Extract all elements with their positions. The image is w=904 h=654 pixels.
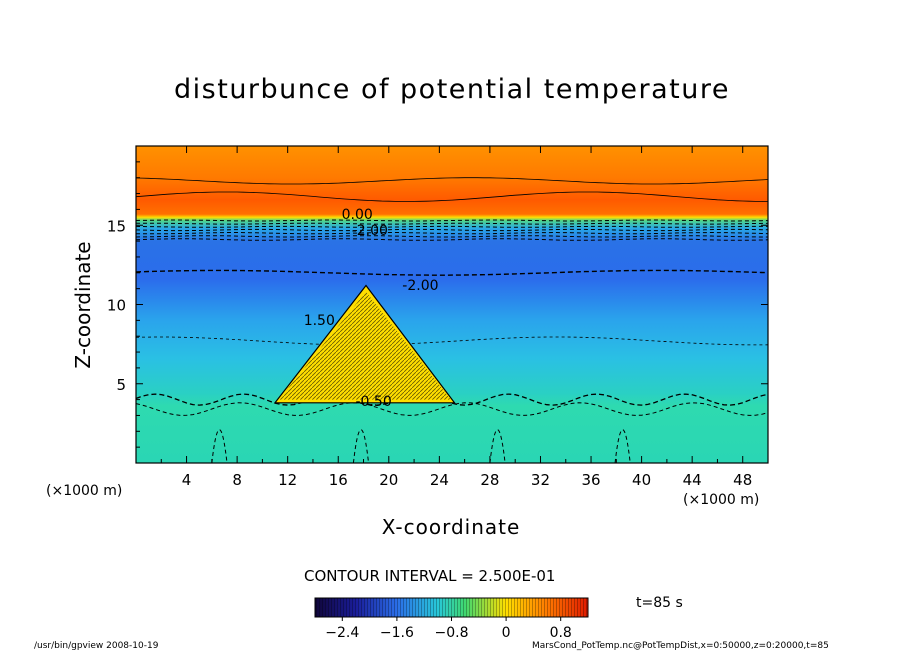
contour-negative [136,219,768,222]
contour-lines [136,177,768,463]
anomaly-hatching [278,291,451,400]
time-label: t=85 s [636,595,683,611]
contour-negative [136,225,768,228]
x-tick-label: 28 [480,471,499,489]
colorbar-tick-labels: −2.4 −1.6 −0.8 0 0.8 [325,617,572,641]
contour-positive [136,191,768,202]
x-tick-label: 20 [379,471,398,489]
y-axis-ticks: 5 10 15 [107,161,768,448]
x-tick-label: 40 [632,471,651,489]
x-tick-label: 32 [531,471,550,489]
colorbar-tick-label: 0.8 [550,625,572,641]
colorbar-tick-label: 0 [502,625,511,641]
x-axis-ticks: 4 8 12 16 20 24 28 32 36 40 44 48 [160,146,752,489]
x-axis-label: X-coordinate [0,515,904,539]
plot-area: 0.00-2.00-2.00-0.501.50 [136,146,768,463]
y-tick-label: 5 [116,376,126,394]
colorbar-tick-label: −1.6 [380,625,414,641]
contour-negative [136,393,768,406]
contour-negative [489,429,506,463]
contour-negative [136,238,768,241]
footer-source: MarsCond_PotTemp.nc@PotTempDist,x=0:5000… [532,641,829,651]
colorbar: −2.4 −1.6 −0.8 0 0.8 [314,597,589,641]
colorbar-shading [315,598,588,617]
contour-label: -2.00 [402,278,438,294]
contour-negative [614,429,631,463]
contour-negative [136,269,768,276]
contour-negative [136,228,768,232]
x-tick-label: 16 [329,471,348,489]
contour-label: -0.50 [356,394,392,410]
contour-negative [136,231,768,235]
contour-label: 0.00 [342,207,373,223]
contour-label: 1.50 [304,313,335,329]
contour-negative [211,429,228,463]
chart-title: disturbunce of potential temperature [174,74,730,105]
contour-negative [136,235,768,238]
y-axis-label: Z-coordinate [71,241,95,369]
contour-labels: 0.00-2.00-2.00-0.501.50 [304,207,439,410]
contour-negative [136,402,768,416]
x-tick-label: 12 [278,471,297,489]
footer-command: /usr/bin/gpview 2008-10-19 [34,641,159,651]
colorbar-tick-label: −2.4 [325,625,359,641]
x-tick-label: 48 [733,471,752,489]
x-tick-label: 36 [581,471,600,489]
x-unit-label-left: (×1000 m) [46,483,123,499]
y-tick-label: 10 [107,297,126,315]
x-tick-label: 44 [683,471,702,489]
contour-interval-label: CONTOUR INTERVAL = 2.500E-01 [304,567,556,585]
contour-label: -2.00 [352,223,388,239]
contour-negative [136,222,768,225]
contour-positive [136,177,768,185]
field-background [136,146,768,463]
x-axis-label-text: X-coordinate [381,515,521,539]
contour-negative [352,429,370,463]
x-tick-label: 8 [232,471,242,489]
x-unit-label-right: (×1000 m) [683,492,760,508]
x-tick-label: 24 [430,471,449,489]
colorbar-tick-label: −0.8 [435,625,469,641]
y-tick-label: 15 [107,217,126,235]
x-tick-label: 4 [182,471,192,489]
